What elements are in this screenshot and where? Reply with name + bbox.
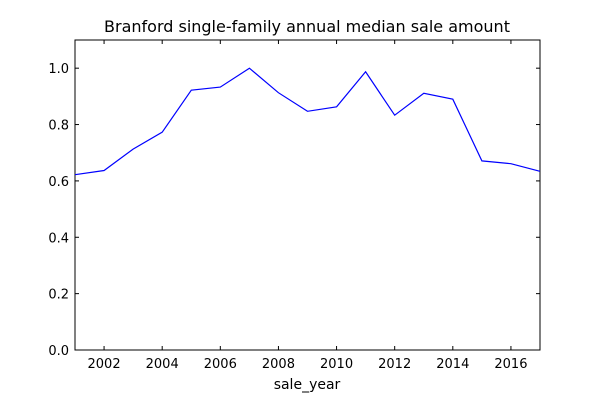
x-tick-label: 2016 [494,357,527,372]
x-tick-label: 2010 [320,357,353,372]
y-tick-label: 0.4 [48,231,69,246]
x-tick-label: 2012 [378,357,411,372]
x-tick-label: 2004 [146,357,179,372]
y-tick-label: 1.0 [48,62,69,77]
series-group [74,67,541,176]
chart-title: Branford single-family annual median sal… [104,17,510,36]
x-tick-label: 2008 [262,357,295,372]
y-tick-label: 0.8 [48,119,69,134]
y-tick-label: 0.0 [48,344,69,359]
series-line [74,67,541,176]
y-tick-label: 0.2 [48,288,69,303]
x-tick-label: 2006 [204,357,237,372]
x-tick-label: 2014 [436,357,469,372]
plot-frame [74,39,541,351]
y-tick-label: 0.6 [48,175,69,190]
x-axis-label: sale_year [274,377,341,393]
x-tick-label: 2002 [88,357,121,372]
axis-ticks: 2002 2004 2006 2008 2010 2012 2014 2016 0.0 0.2 0.… [48,40,540,372]
